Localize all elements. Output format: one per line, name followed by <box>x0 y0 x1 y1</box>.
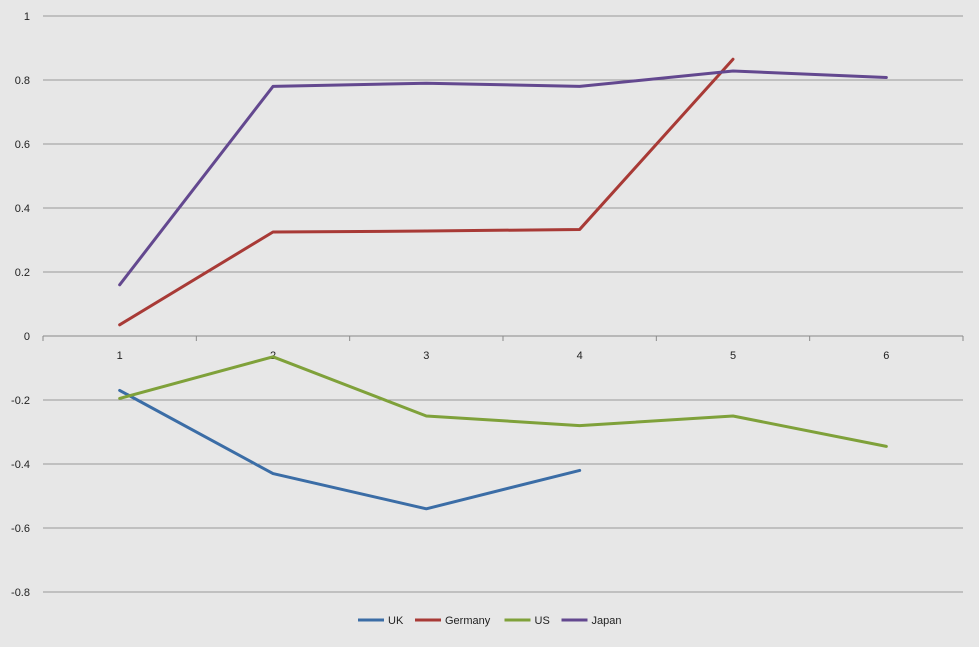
y-tick-label: 1 <box>24 11 30 23</box>
x-tick-label: 5 <box>730 350 736 362</box>
series-line-japan <box>118 69 888 287</box>
series-line-us <box>118 355 888 448</box>
legend-label-us: US <box>535 615 550 627</box>
y-axis-tick-labels: 1 0.8 0.6 0.4 0.2 0 -0.2 -0.4 -0.6 -0.8 <box>11 11 30 599</box>
y-tick-label: -0.6 <box>11 523 30 535</box>
x-tick-label: 6 <box>883 350 889 362</box>
x-tick-label: 4 <box>577 350 583 362</box>
legend-label-japan: Japan <box>592 615 622 627</box>
y-tick-label: 0.8 <box>15 75 30 87</box>
y-tick-label: 0.6 <box>15 139 30 151</box>
x-tick-label: 3 <box>423 350 429 362</box>
legend-label-germany: Germany <box>445 615 491 627</box>
y-tick-label: -0.4 <box>11 459 30 471</box>
series-line-uk <box>118 388 582 511</box>
gridlines <box>42 15 964 593</box>
x-tick-label: 1 <box>117 350 123 362</box>
series-line-germany <box>118 57 735 327</box>
y-tick-label: -0.2 <box>11 395 30 407</box>
y-tick-label: 0.2 <box>15 267 30 279</box>
y-tick-label: -0.8 <box>11 587 30 599</box>
y-tick-label: 0.4 <box>15 203 30 215</box>
legend: UK Germany US Japan <box>358 615 621 627</box>
legend-label-uk: UK <box>388 615 404 627</box>
series-lines <box>118 57 888 511</box>
y-tick-label: 0 <box>24 331 30 343</box>
